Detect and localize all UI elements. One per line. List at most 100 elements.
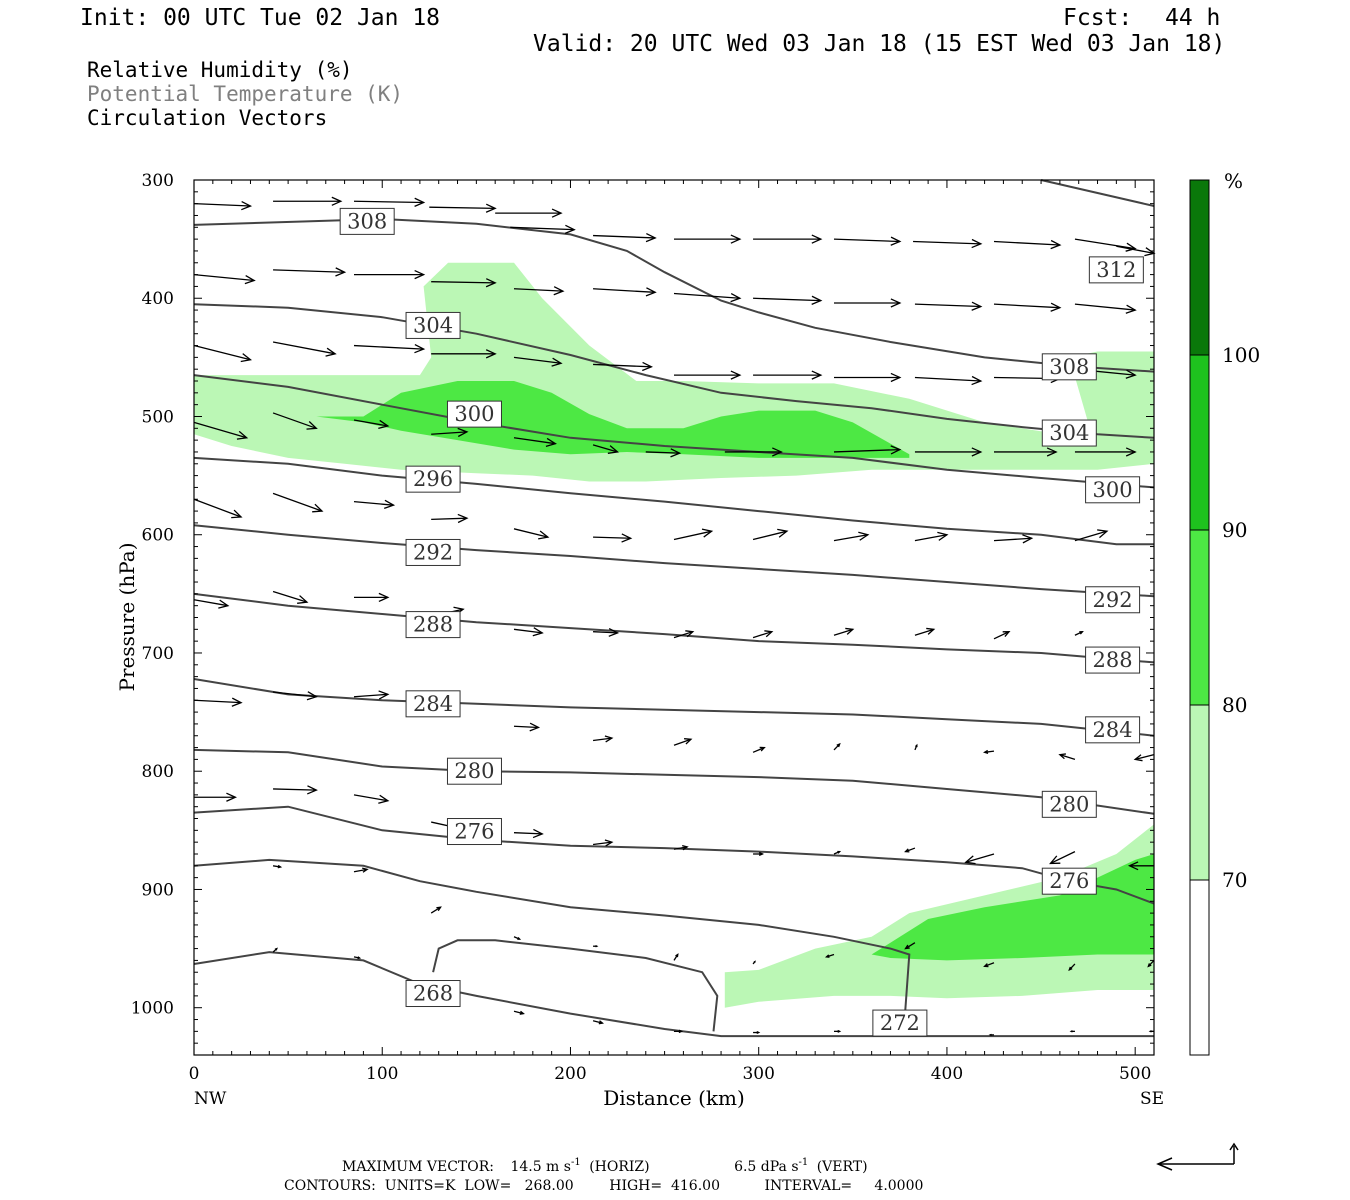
vector-shaft: [430, 906, 441, 914]
theta-label-text: 272: [880, 1011, 920, 1035]
vector-head: [335, 267, 347, 277]
circulation-vector-33: [753, 370, 823, 380]
vector-shaft: [513, 437, 556, 445]
vector-head: [753, 960, 756, 963]
circulation-vector-60: [993, 534, 1034, 544]
max-vector-horizontal-unit: (HORIZ): [589, 1159, 649, 1175]
circulation-vector-47: [914, 447, 983, 457]
theta-label-box: [405, 611, 461, 639]
colorbar-band-1: [1189, 704, 1210, 881]
theta-label-312-0: 312: [1088, 256, 1144, 284]
vector-shaft: [513, 832, 543, 835]
vector-shaft: [193, 421, 247, 439]
circulation-vector-7: [674, 234, 742, 244]
legend-circulation-vectors: Circulation Vectors: [87, 106, 327, 130]
theta-label-296-0: 296: [405, 465, 461, 493]
vector-head: [598, 1020, 605, 1025]
vector-shaft: [193, 202, 251, 207]
vector-head: [362, 867, 369, 873]
vector-shaft: [965, 853, 995, 863]
theta-label-308-0: 308: [339, 207, 395, 235]
vector-head: [545, 437, 557, 448]
vector-head: [1022, 534, 1034, 544]
reference-vector-icon: [1156, 1142, 1239, 1171]
vector-head: [538, 530, 550, 540]
theta-label-box: [405, 538, 461, 566]
vector-shaft: [833, 628, 854, 636]
theta-label-276-1: 276: [1041, 867, 1097, 895]
circulation-vector-22: [834, 298, 902, 308]
y-axis-title: Pressure (hPa): [115, 543, 139, 692]
vector-shaft: [753, 297, 821, 302]
vector-head: [1050, 302, 1062, 312]
circulation-vector-32: [674, 370, 742, 380]
vector-head: [1058, 753, 1066, 760]
circulation-vector-8: [753, 234, 823, 244]
x-tick-label-100: 100: [366, 1064, 398, 1084]
vector-head: [1046, 447, 1058, 457]
vector-shaft: [513, 528, 549, 538]
vector-head: [532, 828, 544, 839]
circulation-vector-70: [833, 627, 855, 636]
circulation-vector-11: [993, 239, 1062, 250]
vector-shaft: [193, 699, 242, 704]
vector-head: [595, 945, 599, 948]
circulation-vector-98: [1127, 861, 1154, 871]
theta-label-text: 288: [1093, 648, 1133, 672]
circulation-vector-25: [1074, 303, 1137, 314]
vector-head: [764, 630, 774, 638]
vector-head: [904, 848, 910, 853]
colorbar-unit: %: [1224, 169, 1243, 193]
circulation-vector-48: [994, 447, 1058, 457]
vector-head: [1125, 369, 1137, 379]
vector-head: [971, 447, 983, 457]
vector-shaft: [429, 206, 496, 210]
circulation-vector-111: [272, 947, 278, 953]
vector-head: [837, 850, 842, 854]
theta-label-text: 288: [413, 613, 453, 637]
vector-head: [608, 628, 620, 637]
theta-label-box: [1085, 586, 1141, 614]
vector-shaft: [993, 631, 1010, 640]
vector-head: [890, 372, 902, 383]
vector-shaft: [592, 841, 612, 846]
circulation-vector-53: [431, 513, 469, 524]
vector-head: [670, 448, 682, 458]
vector-head: [457, 427, 469, 438]
circulation-vector-51: [272, 492, 324, 513]
vector-head: [357, 956, 362, 960]
theta-label-272-0: 272: [872, 1009, 928, 1037]
vector-head: [964, 855, 976, 865]
vector-head: [730, 234, 742, 244]
vector-head: [758, 851, 765, 857]
vector-shaft: [673, 631, 694, 639]
circulation-vector-112: [353, 956, 362, 960]
theta-label-box: [1085, 476, 1141, 504]
vector-shaft: [1074, 530, 1108, 542]
vector-head: [824, 954, 830, 958]
vector-head: [971, 238, 983, 249]
vector-head: [519, 1010, 525, 1015]
vector-head: [312, 503, 324, 513]
vector-shaft: [593, 288, 656, 293]
circulation-vector-5: [510, 224, 576, 234]
circulation-vector-29: [431, 349, 497, 359]
vector-head: [551, 357, 563, 367]
vector-shaft: [272, 590, 308, 603]
vector-shaft: [272, 341, 336, 355]
circulation-vector-117: [753, 1031, 761, 1035]
max-vector-vertical-exponent: -1: [799, 1157, 809, 1168]
theta-contour-272-inner: [432, 939, 719, 1032]
theta-label-text: 312: [1096, 258, 1136, 282]
vector-head: [1125, 447, 1137, 457]
vector-head: [436, 906, 442, 912]
colorbar-band-3: [1189, 354, 1210, 531]
theta-label-box: [1041, 867, 1097, 895]
vector-head: [325, 347, 337, 357]
vector-head: [1079, 631, 1084, 635]
plot-area: 312 308 308 304 304 300 300 296 292 292 288 288 284 2…: [131, 171, 1156, 1084]
theta-label-268-0: 268: [405, 980, 461, 1008]
vector-shaft: [914, 303, 981, 308]
circulation-vector-80: [752, 746, 766, 753]
circulation-vector-106: [824, 953, 835, 958]
